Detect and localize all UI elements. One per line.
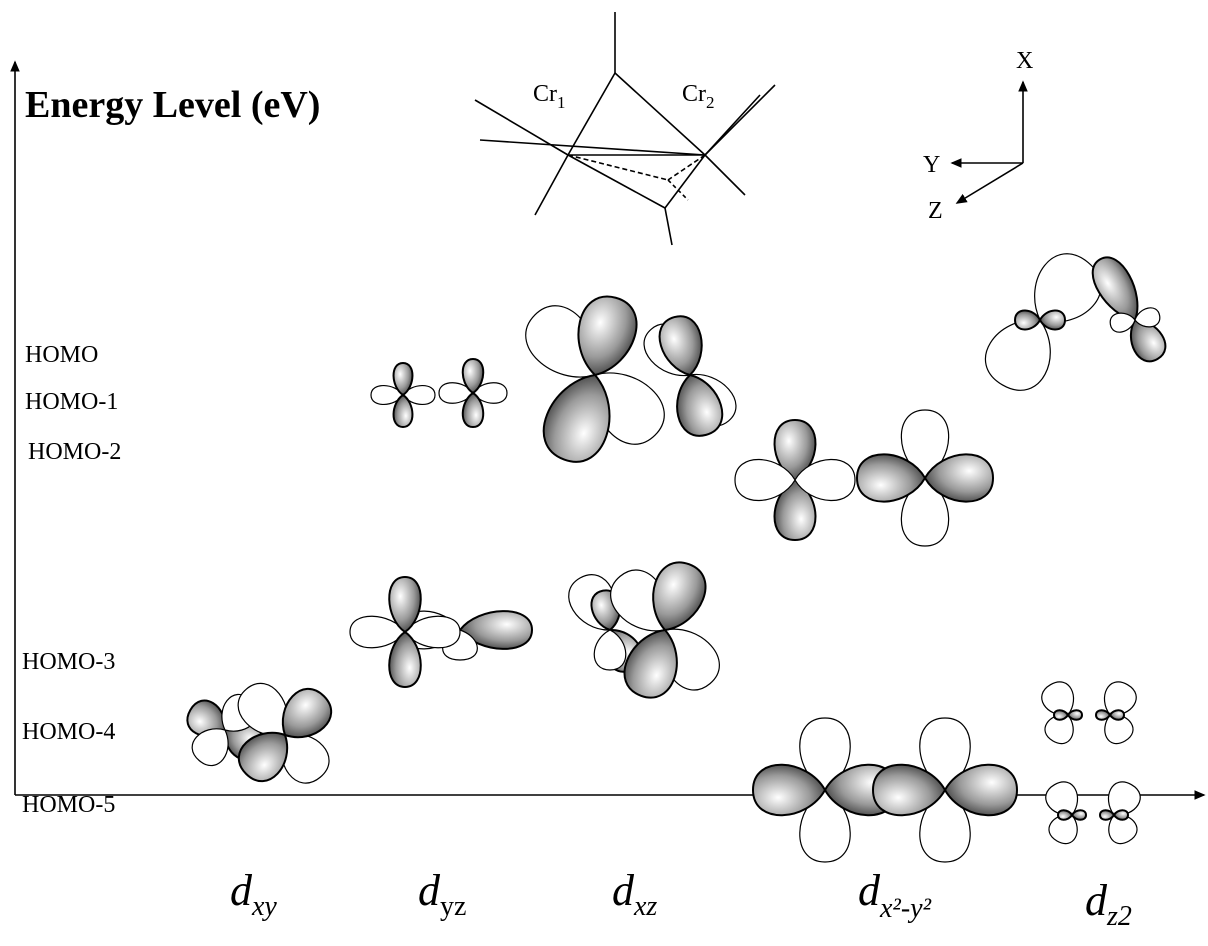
orbital-lobe — [794, 459, 856, 501]
orbital-lobe — [919, 789, 971, 863]
orbital-lobe — [1098, 809, 1116, 821]
axis-label: X — [1016, 48, 1033, 74]
orbital-lobe — [281, 687, 333, 739]
orbital-lobe — [652, 561, 707, 632]
orbital-label: dxz — [612, 866, 657, 922]
orbital-label: dxy — [230, 866, 277, 922]
orbital-lobe — [676, 373, 724, 437]
orbital-lobe — [1091, 256, 1139, 322]
orbital-lobe — [900, 477, 950, 547]
orbital-lobe — [402, 384, 436, 406]
axis-label: Z — [928, 198, 943, 224]
orbital-lobe — [871, 763, 947, 817]
orbital-lobe — [392, 361, 414, 397]
coordinate-axes — [950, 80, 1028, 204]
orbital-lobe — [1112, 809, 1130, 821]
orbital-lobe — [1034, 253, 1102, 323]
level-label: HOMO-5 — [22, 792, 115, 818]
orbital-lobe — [370, 384, 404, 406]
orbital-lobe — [1108, 709, 1126, 721]
orbital-lobe — [404, 615, 461, 649]
orbital-lobe — [919, 717, 971, 791]
orbital-lobe — [542, 373, 611, 463]
orbital-lobe — [461, 391, 485, 429]
level-label: HOMO-1 — [25, 389, 118, 415]
orbital-lobe — [593, 629, 627, 671]
orbital-lobe — [751, 763, 827, 817]
level-label: HOMO-3 — [22, 649, 115, 675]
orbital-lobe — [1048, 814, 1078, 844]
orbital-lobe — [1103, 681, 1137, 716]
orbital-lobe — [799, 789, 851, 863]
orbital-lobe — [1038, 309, 1067, 331]
level-label: HOMO — [25, 342, 98, 368]
orbital-lobe — [1045, 781, 1079, 816]
atom-label: Cr2 — [682, 81, 715, 112]
orbital-lobe — [855, 453, 927, 503]
orbital-lobe — [658, 315, 703, 377]
orbital-lobe — [943, 763, 1019, 817]
orbital-lobe — [438, 382, 474, 404]
orbital-lobe — [773, 478, 817, 542]
orbital-lobe — [923, 453, 995, 503]
orbital-lobe — [1134, 307, 1161, 328]
orbital-lobe — [472, 382, 508, 404]
orbital-lobe — [461, 357, 485, 395]
orbital-lobe — [1104, 714, 1134, 744]
orbital-lobe — [984, 319, 1051, 391]
orbital-lobe — [1109, 312, 1136, 333]
molecule — [474, 12, 776, 246]
orbital-lobe — [458, 610, 534, 650]
atom-label: Cr1 — [533, 81, 566, 112]
title: Energy Level (eV) — [25, 84, 320, 126]
orbital-lobe — [1013, 309, 1042, 331]
orbital-lobe — [900, 409, 950, 479]
orbital-lobe — [388, 630, 422, 689]
orbital-lobe — [388, 575, 422, 634]
orbital-lobe — [1066, 709, 1084, 721]
orbital-lobe — [1070, 809, 1088, 821]
orbital-label: dx²-y² — [858, 866, 932, 924]
orbital-lobe — [1044, 714, 1074, 744]
orbital-lobe — [1094, 709, 1112, 721]
orbital-lobe — [734, 459, 796, 501]
orbital-lobe — [1108, 814, 1138, 844]
orbital-label: dz2 — [1085, 876, 1132, 932]
orbital-lobe — [623, 628, 678, 699]
orbital-lobe — [1056, 809, 1074, 821]
orbital-lobe — [349, 615, 406, 649]
level-label: HOMO-4 — [22, 719, 115, 745]
orbital-lobe — [799, 717, 851, 791]
orbital-lobe — [237, 731, 289, 783]
orbital-label: dyz — [418, 866, 466, 922]
orbital-lobe — [577, 295, 638, 377]
orbital-lobe — [1052, 709, 1070, 721]
orbital-lobe — [1107, 781, 1141, 816]
orbital-lobe — [392, 393, 414, 429]
orbital-lobe — [773, 418, 817, 482]
orbital-lobe — [191, 728, 229, 767]
axis-label: Y — [923, 152, 940, 178]
orbital-lobe — [1041, 681, 1075, 716]
level-label: HOMO-2 — [28, 439, 121, 465]
